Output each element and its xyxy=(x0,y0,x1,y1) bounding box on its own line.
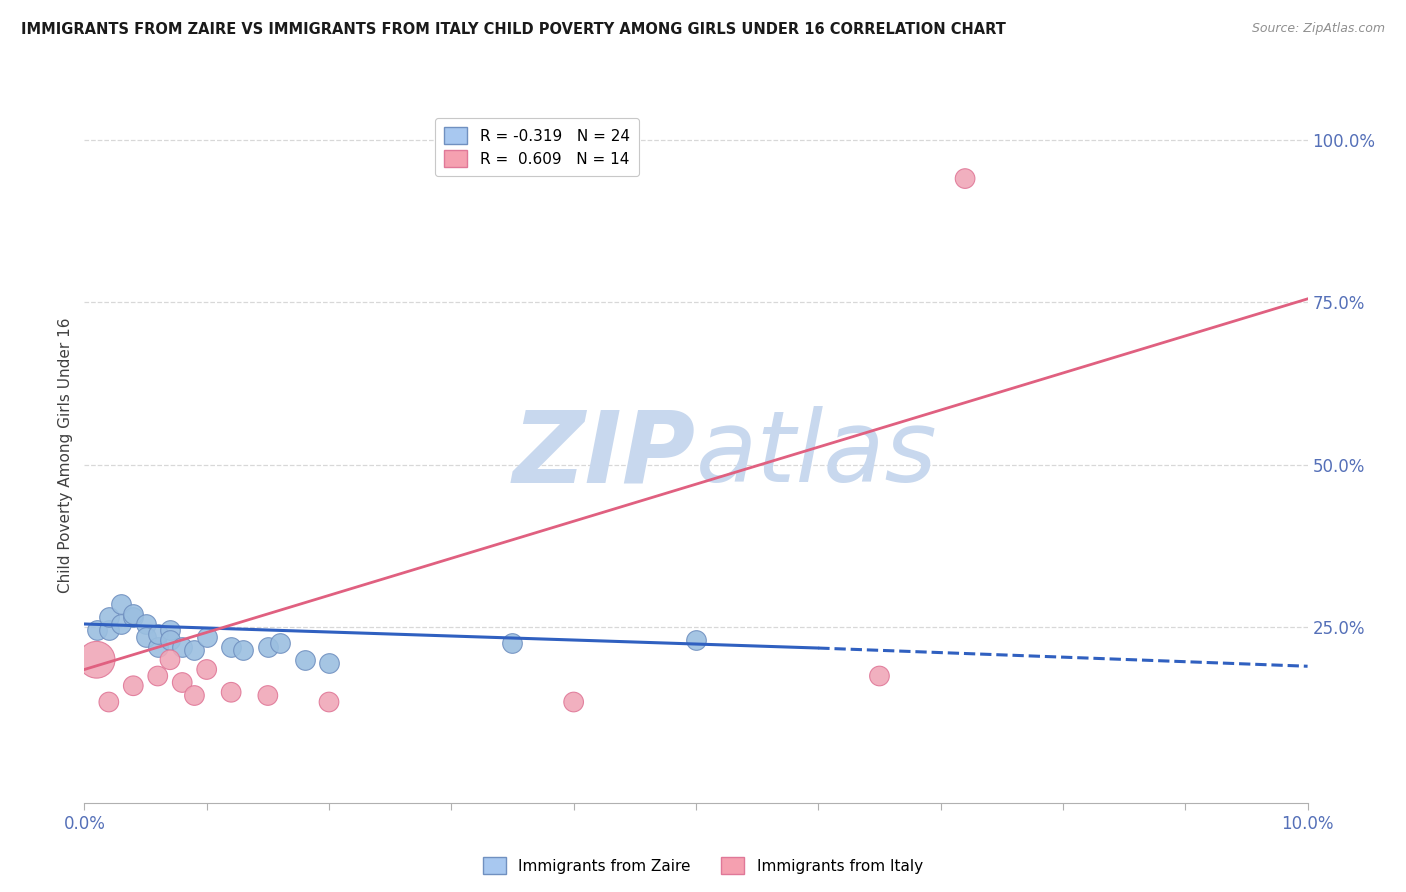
Point xyxy=(97,695,120,709)
Point xyxy=(110,598,132,612)
Point xyxy=(159,653,181,667)
Point xyxy=(685,633,707,648)
Point xyxy=(122,610,145,624)
Point xyxy=(135,617,157,632)
Point xyxy=(159,624,181,638)
Text: ZIP: ZIP xyxy=(513,407,696,503)
Point xyxy=(219,685,242,699)
Text: IMMIGRANTS FROM ZAIRE VS IMMIGRANTS FROM ITALY CHILD POVERTY AMONG GIRLS UNDER 1: IMMIGRANTS FROM ZAIRE VS IMMIGRANTS FROM… xyxy=(21,22,1005,37)
Point xyxy=(269,636,291,650)
Point xyxy=(146,669,169,683)
Point xyxy=(219,640,242,654)
Point xyxy=(97,610,120,624)
Point xyxy=(97,624,120,638)
Point xyxy=(195,630,218,644)
Point xyxy=(110,617,132,632)
Point xyxy=(146,626,169,640)
Point xyxy=(172,675,194,690)
Point xyxy=(122,607,145,622)
Point xyxy=(318,656,340,670)
Point xyxy=(562,695,585,709)
Point xyxy=(146,640,169,654)
Point xyxy=(953,171,976,186)
Point xyxy=(257,640,280,654)
Legend: R = -0.319   N = 24, R =  0.609   N = 14: R = -0.319 N = 24, R = 0.609 N = 14 xyxy=(436,118,638,176)
Point xyxy=(294,653,316,667)
Point xyxy=(183,643,205,657)
Point xyxy=(502,636,524,650)
Point xyxy=(159,633,181,648)
Point xyxy=(195,663,218,677)
Point xyxy=(172,640,194,654)
Point xyxy=(318,695,340,709)
Point xyxy=(86,653,108,667)
Point xyxy=(135,630,157,644)
Point xyxy=(257,689,280,703)
Legend: Immigrants from Zaire, Immigrants from Italy: Immigrants from Zaire, Immigrants from I… xyxy=(477,851,929,880)
Text: atlas: atlas xyxy=(696,407,938,503)
Point xyxy=(122,679,145,693)
Y-axis label: Child Poverty Among Girls Under 16: Child Poverty Among Girls Under 16 xyxy=(58,318,73,592)
Point xyxy=(86,624,108,638)
Point xyxy=(869,669,891,683)
Point xyxy=(183,689,205,703)
Text: Source: ZipAtlas.com: Source: ZipAtlas.com xyxy=(1251,22,1385,36)
Point xyxy=(232,643,254,657)
